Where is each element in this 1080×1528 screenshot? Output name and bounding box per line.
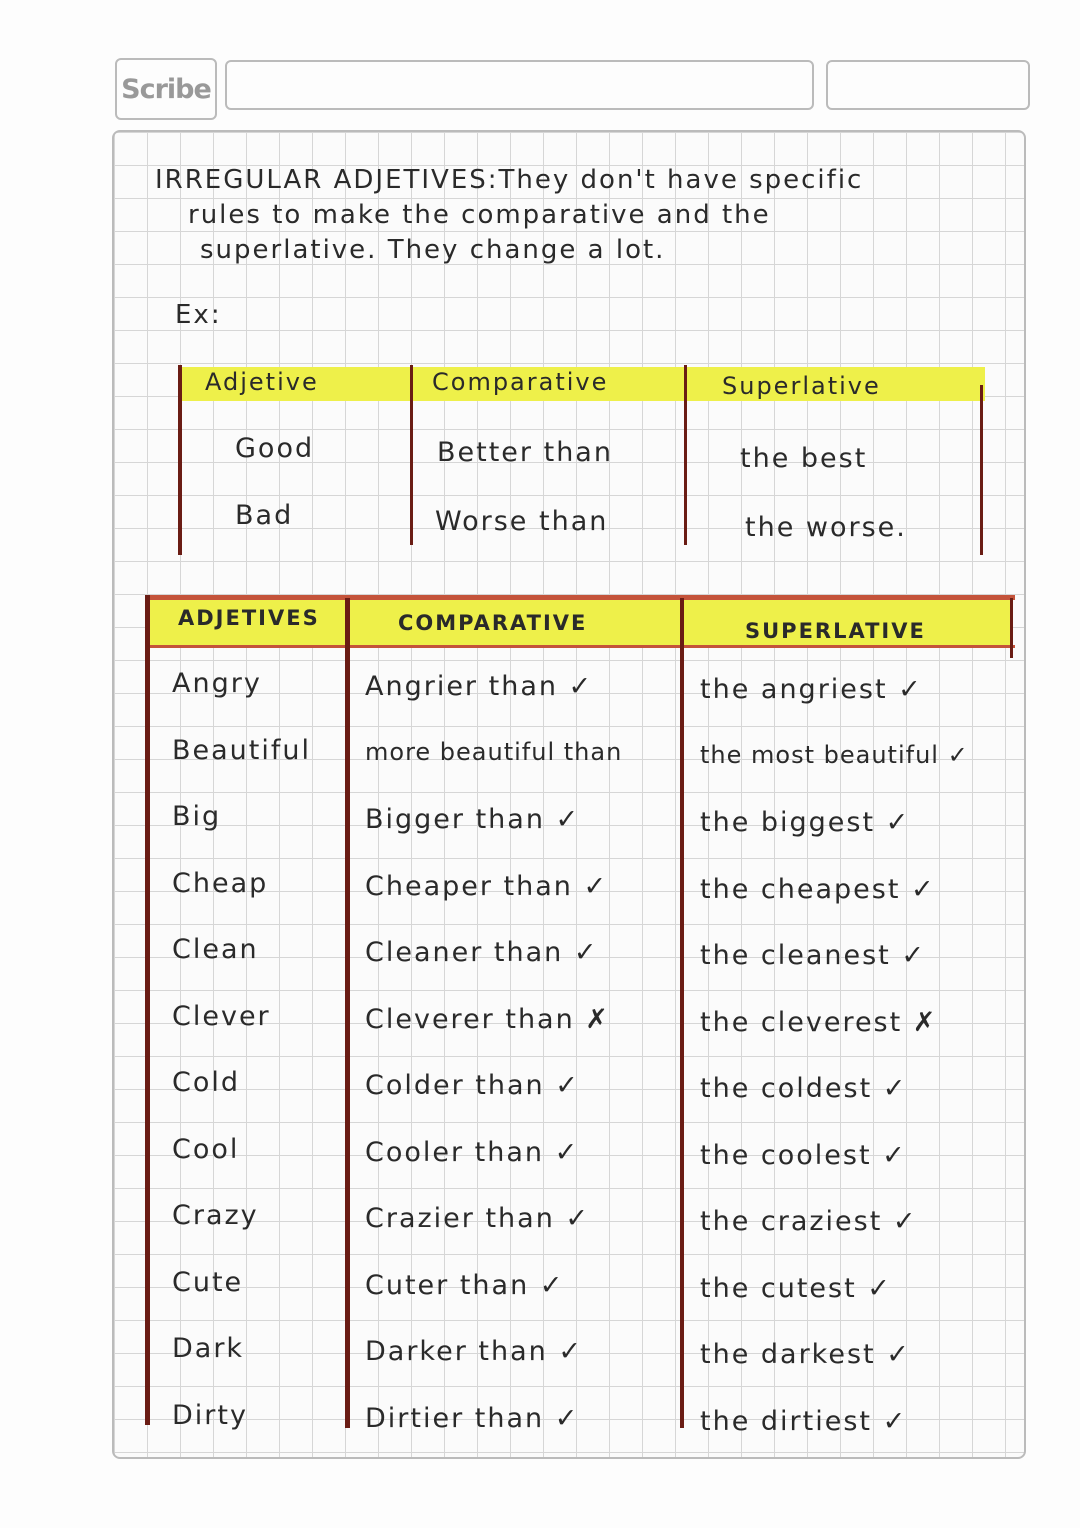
regular-cell: Big — [172, 801, 222, 832]
regular-cell: Angry — [172, 668, 262, 699]
regular-cell: more beautiful than — [365, 737, 623, 766]
regular-cell: the coolest ✓ — [700, 1139, 907, 1171]
regular-cell: the cheapest ✓ — [700, 873, 936, 905]
irregular-cell: the worse. — [745, 512, 907, 543]
header-date-box — [826, 60, 1030, 110]
regular-cell: Colder than ✓ — [365, 1070, 580, 1101]
regular-cell: the darkest ✓ — [700, 1339, 911, 1370]
regular-cell: the cleverest ✗ — [700, 1006, 938, 1038]
regular-cell: Cheap — [172, 867, 269, 899]
regular-cell: Crazy — [172, 1200, 259, 1231]
regular-cell: Crazier than ✓ — [365, 1203, 591, 1234]
regular-cell: Dirty — [172, 1399, 248, 1431]
regular-cell: Cleverer than ✗ — [365, 1003, 610, 1035]
regular-cell: Angrier than ✓ — [365, 671, 594, 702]
regular-cell: Beautiful — [172, 734, 311, 766]
regular-cell: Cold — [172, 1067, 241, 1098]
header-title-box — [225, 60, 814, 110]
irregular-header-comparative: Comparative — [432, 368, 609, 396]
regular-cell: Cheaper than ✓ — [365, 870, 609, 902]
scribe-logo: Scribe — [115, 58, 217, 120]
regular-cell: the cutest ✓ — [700, 1272, 892, 1304]
irregular-cell: Worse than — [435, 506, 609, 537]
regular-cell: the coldest ✓ — [700, 1073, 908, 1104]
notebook-page — [112, 130, 1026, 1459]
regular-cell: Cool — [172, 1133, 240, 1165]
irregular-cell: the best — [740, 443, 868, 474]
irregular-cell: Good — [235, 433, 315, 464]
regular-cell: Cuter than ✓ — [365, 1269, 565, 1301]
regular-cell: the dirtiest ✓ — [700, 1405, 908, 1437]
regular-cell: the biggest ✓ — [700, 807, 911, 838]
regular-header-superlative: SUPERLATIVE — [745, 619, 926, 643]
regular-cell: Cooler than ✓ — [365, 1136, 580, 1168]
regular-cell: the angriest ✓ — [700, 674, 923, 705]
regular-cell: Clever — [172, 1000, 271, 1032]
intro-line-1: IRREGULAR ADJETIVES:They don't have spec… — [155, 165, 864, 195]
irregular-cell: Better than — [437, 437, 613, 468]
irregular-cell: Bad — [235, 500, 294, 531]
regular-header-adjetives: ADJETIVES — [178, 606, 320, 630]
example-label: Ex: — [175, 300, 222, 330]
regular-cell: Clean — [172, 934, 259, 965]
regular-cell: Cleaner than ✓ — [365, 937, 599, 968]
regular-cell: Cute — [172, 1266, 244, 1298]
regular-cell: Dirtier than ✓ — [365, 1402, 580, 1434]
regular-cell: Darker than ✓ — [365, 1336, 583, 1367]
irregular-header-adjetive: Adjetive — [205, 368, 319, 396]
intro-line-2: rules to make the comparative and the — [188, 200, 771, 230]
regular-cell: Dark — [172, 1333, 245, 1364]
irregular-header-superlative: Superlative — [722, 372, 881, 400]
regular-header-comparative: COMPARATIVE — [398, 611, 588, 635]
intro-line-3: superlative. They change a lot. — [200, 235, 666, 265]
regular-cell: the craziest ✓ — [700, 1206, 918, 1237]
regular-cell: the most beautiful ✓ — [700, 740, 969, 769]
regular-cell: Bigger than ✓ — [365, 804, 581, 835]
regular-cell: the cleanest ✓ — [700, 940, 926, 971]
